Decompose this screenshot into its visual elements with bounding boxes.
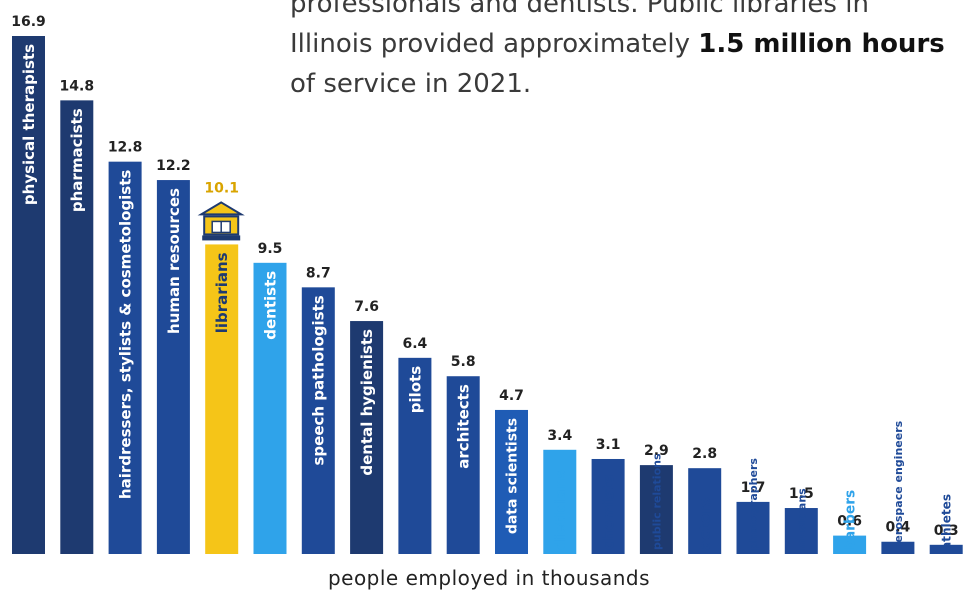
value-label-barbers: 0.6 [837,514,862,530]
bar-photographers [736,501,770,554]
category-label-barbers: barbers [843,490,859,550]
bar-aerospace-engineers [881,541,915,554]
library-building-icon [197,201,245,241]
category-label-aerospace-engineers: aerospace engineers [892,420,905,550]
category-label-musicians: musicians [795,488,808,550]
intro-text: professionals and dentists. Public libra… [290,0,970,104]
bar-pilots [398,357,432,554]
value-label-actors: 2.8 [692,446,717,462]
category-label-actors: actors [696,497,714,550]
bars-group: 16.9 physical therapists 14.8 pharmacists 12… [11,14,963,555]
bar-dentists [253,262,287,554]
value-label-dieticians: 3.4 [547,428,572,444]
category-label-physical-therapists: physical therapists [20,44,38,205]
bar-architects [446,376,480,554]
category-label-chemists: chemists [600,474,618,550]
category-label-architects: architects [455,384,473,469]
category-label-pharmacists: pharmacists [68,108,86,212]
intro-highlight-hours: 1.5 million hours [698,29,945,59]
value-label-hairdressers-stylists-and-cosmetologists: 12.8 [108,140,143,156]
bar-barbers [833,535,867,554]
value-label-pilots: 6.4 [402,336,427,352]
intro-line-1: professionals and dentists. Public libra… [290,0,869,19]
bar-human-resources [156,180,190,554]
category-label-dentists: dentists [261,271,279,340]
library-building-icon-part [202,235,241,241]
bar-librarians [205,244,239,555]
bar-data-scientists [495,409,528,554]
intro-line-2-text: Illinois provided approximately [290,29,699,59]
category-label-dental-hygienists: dental hygienists [358,329,376,476]
x-axis-label: people employed in thousands [0,566,972,590]
bar-dieticians [543,449,577,554]
bar-actors [688,468,722,554]
intro-line-2: Illinois provided approximately 1.5 mill… [290,24,970,64]
x-axis-label-text: people employed in thousands [327,566,651,590]
category-label-dieticians: dieticians [552,470,569,550]
bar-chemists [591,458,625,554]
category-label-data-scientists: data scientists [505,418,521,534]
value-label-architects: 5.8 [451,354,476,370]
bar-hairdressers-stylists-and-cosmetologists [108,161,142,554]
category-label-public-relations: public relations [650,453,663,550]
bar-speech-pathologists [301,287,335,554]
bar-public-relations [639,465,673,554]
value-label-musicians: 1.5 [789,486,814,502]
value-label-photographers: 1.7 [741,480,766,496]
value-label-pharmacists: 14.8 [60,78,95,94]
category-label-librarians: librarians [213,252,231,333]
category-label-athletes: athletes [940,494,954,550]
value-label-dental-hygienists: 7.6 [354,299,379,315]
library-building-icon-part [197,201,245,216]
category-label-pilots: pilots [406,366,424,413]
intro-line-3: of service in 2021. [290,69,532,99]
value-label-physical-therapists: 16.9 [11,14,46,30]
value-label-data-scientists: 4.7 [499,388,524,404]
value-label-librarians: 10.1 [204,180,239,196]
bar-dental-hygienists [350,321,384,554]
category-label-speech-pathologists: speech pathologists [310,295,328,465]
value-label-human-resources: 12.2 [156,158,191,174]
value-label-speech-pathologists: 8.7 [306,265,331,281]
value-label-dentists: 9.5 [258,241,283,257]
value-label-public-relations: 2.9 [644,443,669,459]
value-label-athletes: 0.3 [934,523,959,539]
bar-pharmacists [60,100,94,554]
value-label-aerospace-engineers: 0.4 [885,520,910,536]
bar-musicians [784,508,818,554]
category-label-hairdressers-stylists-and-cosmetologists: hairdressers, stylists & cosmetologists [117,170,135,499]
bar-physical-therapists [12,36,45,554]
bar-athletes [929,544,963,554]
category-label-human-resources: human resources [165,188,183,334]
value-label-chemists: 3.1 [596,437,621,453]
category-label-photographers: photographers [747,458,760,550]
